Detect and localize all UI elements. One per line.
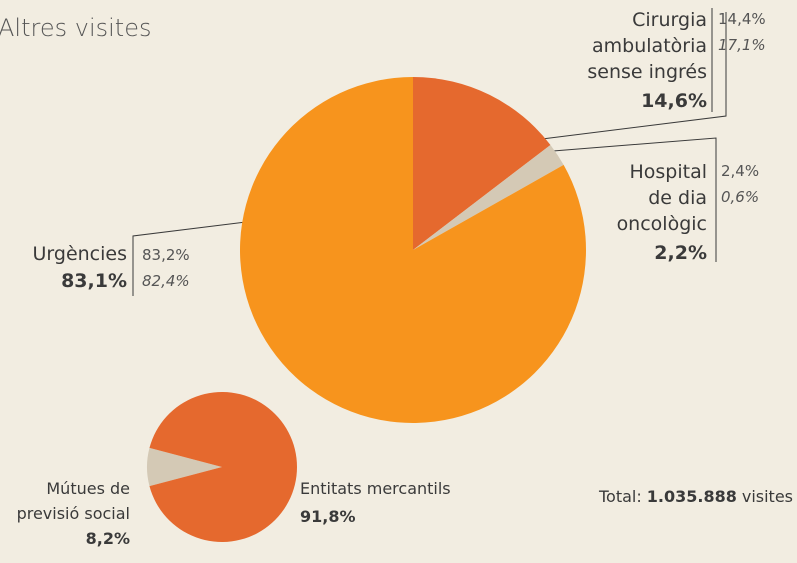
annotation-unit: visites — [742, 487, 793, 506]
annotation-label: Total: — [598, 487, 642, 506]
comparison-label: 0,6% — [721, 188, 759, 206]
pie-slice — [413, 144, 564, 250]
comparison-label: 82,4% — [142, 272, 190, 290]
comparison-label: 2,4% — [721, 162, 759, 180]
category-label: Mútues de previsió social — [17, 479, 130, 523]
pie-slice — [149, 391, 297, 542]
category-label: Entitats mercantils — [300, 479, 451, 498]
value-label: 14,6% — [641, 90, 707, 112]
category-label: Cirurgia ambulatòria sense ingrés — [587, 9, 707, 83]
category-label: Urgències — [33, 243, 128, 265]
pie-slice — [240, 77, 587, 424]
leader-line — [517, 12, 727, 143]
leader-line — [552, 137, 717, 262]
leader-line — [132, 219, 263, 296]
pie-slice — [413, 77, 551, 250]
leader-lines — [132, 8, 727, 296]
comparison-label: 14,4% — [718, 10, 766, 28]
comparison-label: 17,1% — [718, 36, 766, 54]
pie-slice — [146, 447, 222, 487]
value-label: 8,2% — [86, 529, 130, 548]
value-label: 91,8% — [300, 507, 356, 526]
total-annotation: Total: 1.035.888 visites — [598, 487, 793, 506]
chart-title: Altres visites — [0, 14, 151, 42]
annotation-value: 1.035.888 — [647, 487, 737, 506]
category-label: Hospital de dia oncològic — [617, 161, 707, 235]
value-label: 83,1% — [61, 270, 127, 292]
value-label: 2,2% — [654, 242, 707, 264]
comparison-label: 83,2% — [142, 246, 190, 264]
